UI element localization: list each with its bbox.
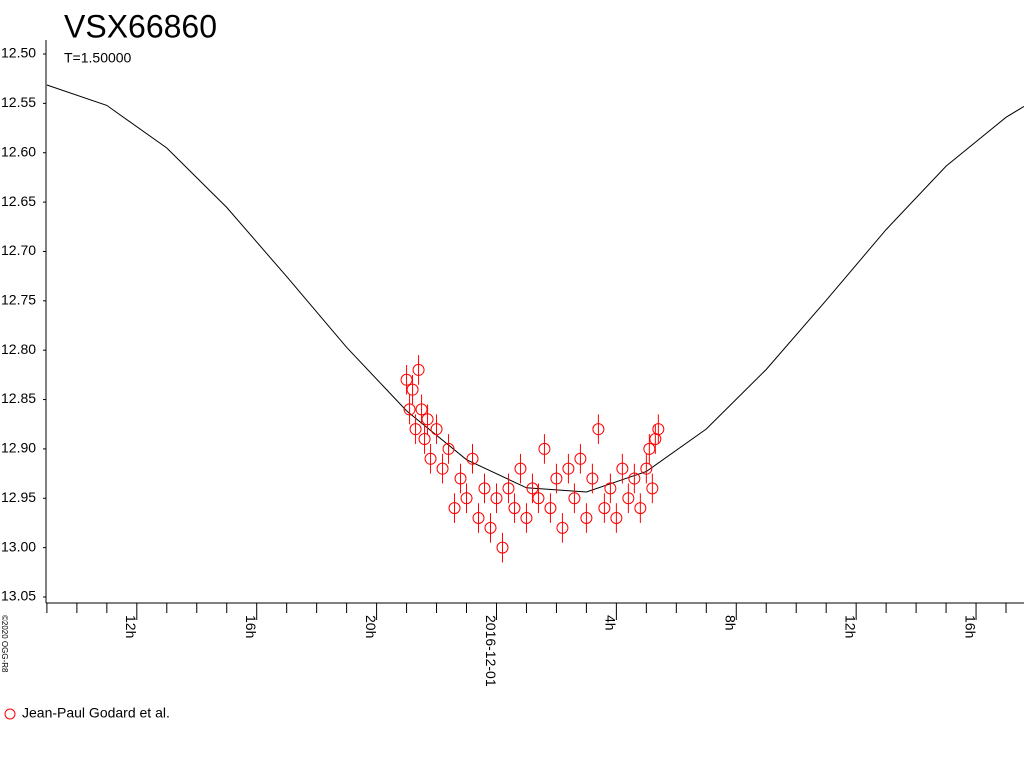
data-point xyxy=(424,452,437,465)
data-point xyxy=(448,502,461,515)
data-point xyxy=(508,502,521,515)
chart-title: VSX66860 xyxy=(64,8,217,44)
data-point xyxy=(472,512,485,525)
data-point xyxy=(592,423,605,436)
data-point xyxy=(640,462,653,475)
data-point xyxy=(436,462,449,475)
y-tick-label: 12.50 xyxy=(1,45,36,61)
y-tick-label: 13.05 xyxy=(1,588,36,604)
data-point xyxy=(406,383,419,396)
y-tick-label: 13.00 xyxy=(1,538,36,554)
data-point xyxy=(586,472,599,485)
data-point xyxy=(502,482,515,495)
data-point xyxy=(430,423,443,436)
legend-marker xyxy=(4,708,16,720)
data-point xyxy=(568,492,581,505)
y-tick-label: 12.90 xyxy=(1,440,36,456)
data-point xyxy=(544,502,557,515)
x-tick-label: 2016-12-01 xyxy=(483,615,499,687)
y-tick-label: 12.60 xyxy=(1,143,36,159)
x-tick-label: 16h xyxy=(243,615,259,638)
data-point xyxy=(562,462,575,475)
fit-curve xyxy=(46,84,1024,493)
data-point xyxy=(646,482,659,495)
data-point xyxy=(496,541,509,554)
legend-label: Jean-Paul Godard et al. xyxy=(22,705,170,721)
data-point xyxy=(460,492,473,505)
data-point xyxy=(628,472,641,485)
x-tick-label: 20h xyxy=(363,615,379,638)
data-point xyxy=(652,423,665,436)
data-point xyxy=(622,492,635,505)
chart-subtitle: T=1.50000 xyxy=(64,50,132,66)
data-point xyxy=(514,462,527,475)
y-tick-label: 12.55 xyxy=(1,94,36,110)
x-tick-label: 12h xyxy=(842,615,858,638)
x-tick-label: 4h xyxy=(603,615,619,631)
y-tick-label: 12.80 xyxy=(1,341,36,357)
data-point xyxy=(574,452,587,465)
x-tick-label: 12h xyxy=(123,615,139,638)
x-tick-label: 8h xyxy=(723,615,739,631)
data-point xyxy=(556,521,569,534)
data-point xyxy=(421,413,434,426)
data-point xyxy=(580,512,593,525)
credit: ©2020 OGG-R8 xyxy=(0,615,9,673)
data-point xyxy=(532,492,545,505)
data-point xyxy=(409,423,422,436)
data-point xyxy=(478,482,491,495)
data-point xyxy=(610,512,623,525)
data-point xyxy=(604,482,617,495)
data-point xyxy=(538,442,551,455)
data-point xyxy=(616,462,629,475)
data-point xyxy=(412,363,425,376)
data-point xyxy=(634,502,647,515)
x-tick-label: 16h xyxy=(962,615,978,638)
data-point xyxy=(418,433,431,446)
data-point xyxy=(490,492,503,505)
y-tick-label: 12.75 xyxy=(1,292,36,308)
data-point xyxy=(466,452,479,465)
y-tick-label: 12.85 xyxy=(1,390,36,406)
data-point xyxy=(454,472,467,485)
data-point xyxy=(520,512,533,525)
y-tick-label: 12.70 xyxy=(1,242,36,258)
data-point xyxy=(403,403,416,416)
data-point xyxy=(550,472,563,485)
y-tick-label: 12.95 xyxy=(1,489,36,505)
data-point xyxy=(484,521,497,534)
data-point xyxy=(598,502,611,515)
data-point xyxy=(442,442,455,455)
y-tick-label: 12.65 xyxy=(1,193,36,209)
